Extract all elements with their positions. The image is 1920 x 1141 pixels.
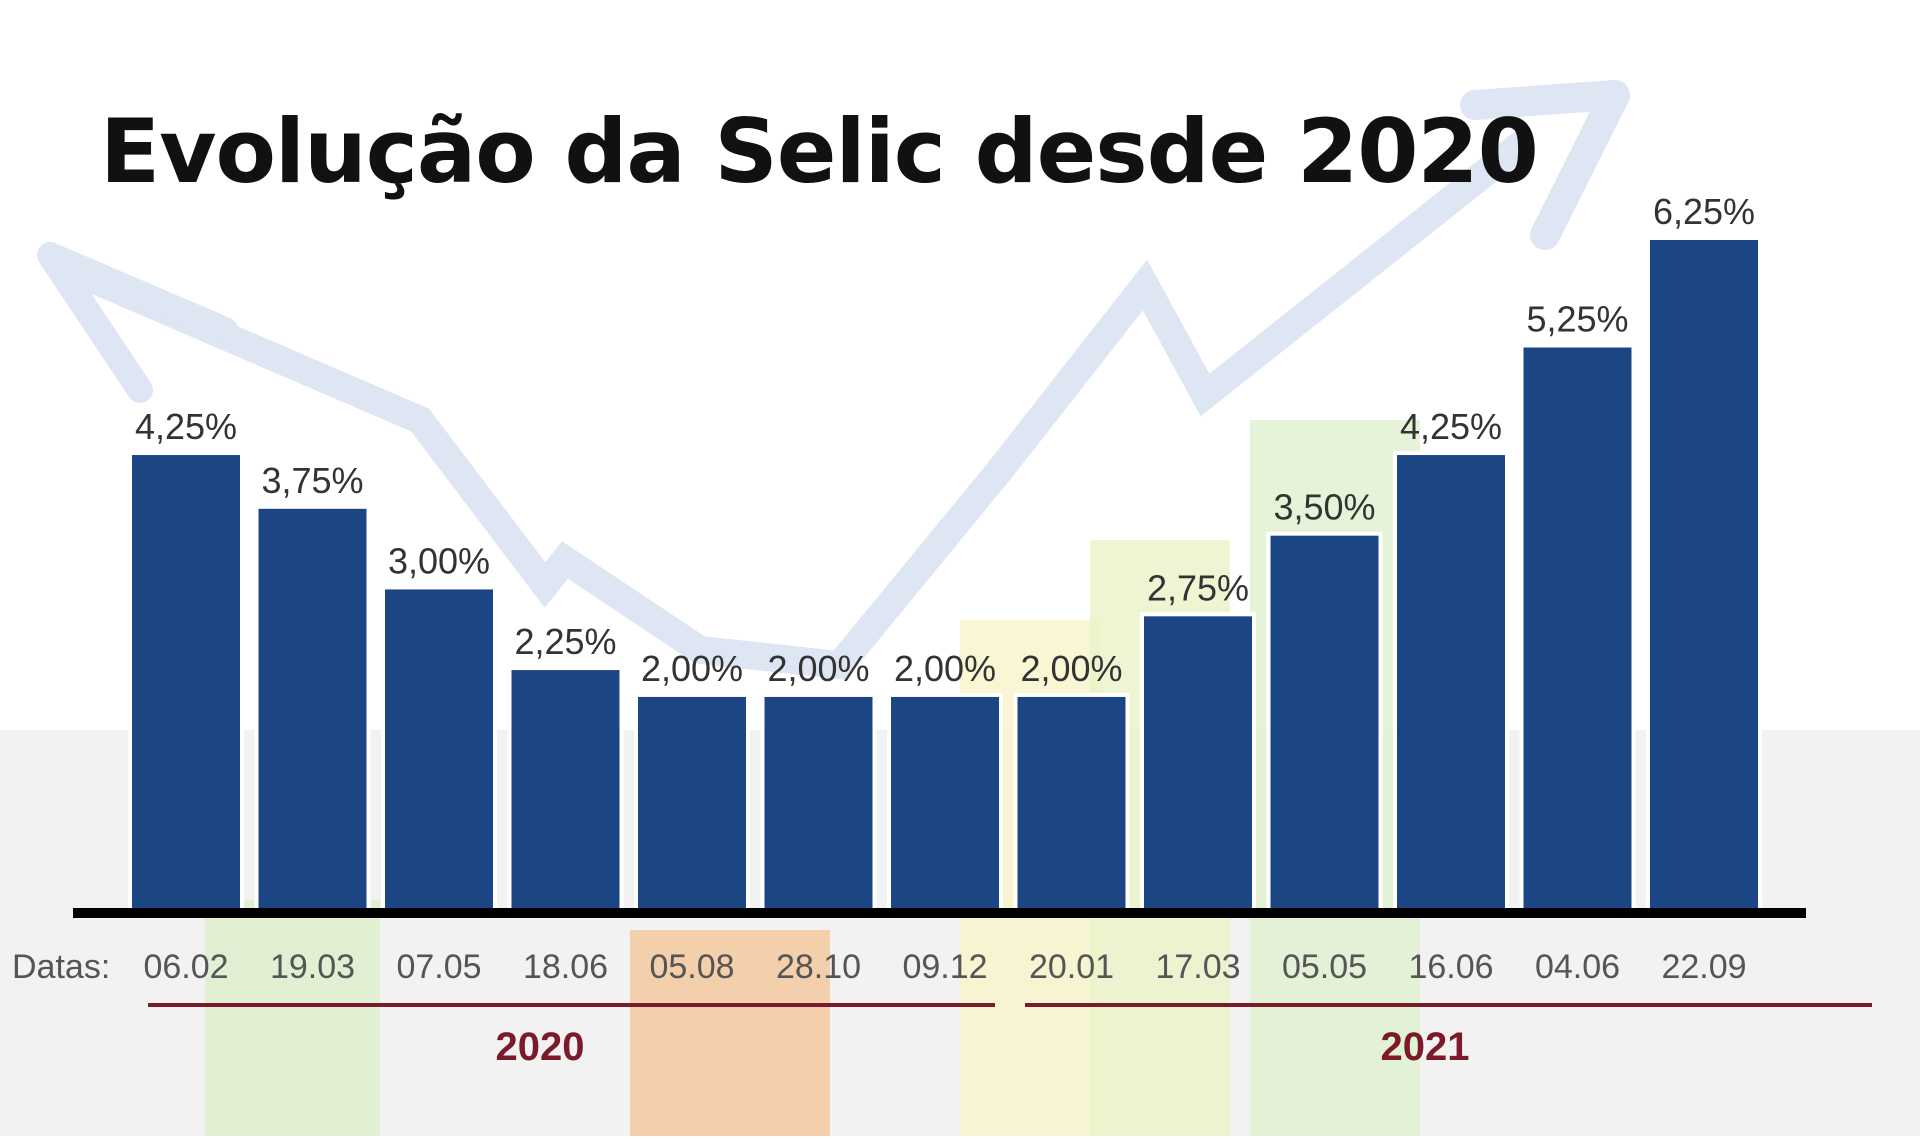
x-tick-label: 20.01: [1029, 948, 1114, 986]
value-label: 3,00%: [388, 540, 490, 581]
value-label: 2,00%: [641, 648, 743, 689]
bars: [128, 236, 1762, 913]
value-label: 3,75%: [261, 460, 363, 501]
x-tick-label: 04.06: [1535, 948, 1620, 986]
arrow-head-left-decor: [37, 242, 238, 403]
x-tick-label: 09.12: [902, 948, 987, 986]
year-groups: 2020 2021: [148, 1003, 1872, 1069]
year-group-label: 2021: [1381, 1025, 1470, 1069]
bar-20.01: [1013, 692, 1130, 913]
arrow-head-right-decor: [1460, 80, 1630, 250]
x-tick-labels: 06.02 19.03 07.05 18.06 05.08 28.10 09.12 20.01…: [143, 948, 1746, 986]
x-tick-label: 06.02: [143, 948, 228, 986]
value-label: 2,00%: [1020, 648, 1122, 689]
value-label: 5,25%: [1526, 299, 1628, 340]
bar-18.06: [507, 666, 624, 913]
bar-05.08: [634, 692, 750, 913]
background-green-block: [205, 900, 380, 1136]
x-tick-label: 19.03: [270, 948, 355, 986]
value-label: 4,25%: [1400, 406, 1502, 447]
x-tick-label: 22.09: [1661, 948, 1746, 986]
value-label: 6,25%: [1653, 191, 1755, 232]
bar-17.03: [1140, 612, 1256, 912]
arrow-decor: [46, 131, 1534, 680]
x-tick-label: 18.06: [523, 948, 608, 986]
value-label: 2,00%: [894, 648, 996, 689]
x-tick-label: 17.03: [1155, 948, 1240, 986]
bar-06.02: [128, 451, 244, 912]
x-tick-label: 05.08: [649, 948, 734, 986]
background-orange-block: [630, 930, 830, 1136]
bar-07.05: [381, 585, 497, 912]
value-label: 2,25%: [514, 621, 616, 662]
bar-16.06: [1393, 451, 1509, 912]
bar-04.06: [1519, 343, 1636, 912]
bar-05.05: [1266, 531, 1383, 912]
chart-title: Evolução da Selic desde 2020: [100, 100, 1538, 203]
value-label: 2,00%: [767, 648, 869, 689]
value-label: 3,50%: [1273, 487, 1375, 528]
value-label: 4,25%: [135, 406, 237, 447]
bar-19.03: [254, 504, 371, 912]
x-tick-label: 16.06: [1408, 948, 1493, 986]
year-group-label: 2020: [496, 1025, 585, 1069]
value-label: 2,75%: [1147, 567, 1249, 608]
x-tick-label: 07.05: [396, 948, 481, 986]
value-labels: 4,25% 3,75% 3,00% 2,25% 2,00% 2,00% 2,00% 2,00%…: [135, 191, 1755, 689]
x-tick-label: 05.05: [1282, 948, 1367, 986]
x-tick-label: 28.10: [776, 948, 861, 986]
bar-28.10: [760, 692, 877, 913]
bar-09.12: [887, 692, 1003, 913]
x-axis-prefix: Datas:: [12, 948, 110, 986]
bar-22.09: [1646, 236, 1762, 912]
